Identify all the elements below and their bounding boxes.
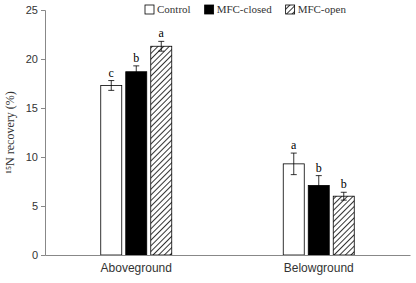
error-cap (341, 192, 347, 193)
significance-letter: b (133, 51, 139, 65)
significance-letter: c (109, 66, 114, 80)
y-tick-mark (41, 10, 45, 11)
x-axis-line (46, 255, 411, 256)
y-tick: 15 (26, 102, 45, 114)
error-line (343, 192, 344, 200)
y-tick-label: 10 (26, 151, 38, 163)
y-tick: 5 (32, 200, 45, 212)
x-tick-label: Belowground (284, 261, 354, 275)
error-cap (108, 80, 114, 81)
error-cap (133, 77, 139, 78)
y-tick-label: 5 (32, 200, 38, 212)
y-tick: 10 (26, 151, 45, 163)
error-line (293, 153, 294, 175)
legend-label: MFC-closed (217, 3, 273, 15)
legend-label: MFC-open (298, 3, 347, 15)
error-cap (158, 41, 164, 42)
y-tick-mark (41, 108, 45, 109)
error-bar (158, 41, 164, 51)
plot-area (101, 41, 355, 255)
error-cap (341, 200, 347, 201)
significance-letter: b (341, 177, 347, 191)
legend-swatch (145, 5, 154, 14)
legend-label: Control (157, 3, 191, 15)
error-cap (316, 175, 322, 176)
bar (101, 85, 122, 255)
x-tick-label: Aboveground (101, 261, 172, 275)
y-tick-mark (41, 59, 45, 60)
y-tick-mark (41, 206, 45, 207)
error-bar (316, 176, 322, 196)
y-tick-label: 25 (26, 4, 38, 16)
legend-swatch (205, 5, 214, 14)
bar (283, 164, 304, 255)
x-tick: Aboveground (101, 255, 172, 275)
y-axis-line (41, 11, 46, 256)
error-bar (108, 81, 114, 91)
y-tick-label: 20 (26, 53, 38, 65)
x-tick: Belowground (284, 255, 354, 275)
y-tick-mark (41, 157, 45, 158)
y-tick-label: 15 (26, 102, 38, 114)
y-axis: 0 5 10 15 20 25 (26, 4, 46, 261)
error-bar (133, 66, 139, 78)
y-axis-title: ¹⁵N recovery (%) (3, 91, 17, 173)
x-axis: Aboveground Belowground (46, 255, 411, 275)
chart: 0 5 10 15 20 25 Aboveground Belowground ¹⁵N reco… (0, 0, 416, 283)
error-cap (316, 195, 322, 196)
error-line (161, 41, 162, 51)
bar (333, 196, 354, 255)
error-line (111, 81, 112, 91)
bar (308, 185, 329, 255)
y-tick-label: 0 (32, 249, 38, 261)
significance-letter: a (159, 26, 165, 40)
error-line (136, 66, 137, 78)
significance-letter: a (291, 138, 297, 152)
error-bar (291, 153, 297, 175)
bar (126, 72, 147, 255)
error-cap (108, 90, 114, 91)
error-cap (291, 153, 297, 154)
legend: Control MFC-closed MFC-open (145, 3, 346, 15)
error-cap (158, 51, 164, 52)
legend-swatch (286, 5, 295, 14)
y-tick: 25 (26, 4, 45, 16)
y-tick: 20 (26, 53, 45, 65)
error-line (318, 176, 319, 196)
error-cap (133, 65, 139, 66)
letters: c a b b a b (109, 26, 347, 191)
y-tick-mark (41, 255, 45, 256)
y-tick: 0 (32, 249, 45, 261)
error-bar (341, 192, 347, 200)
bar (151, 46, 172, 255)
error-cap (291, 174, 297, 175)
significance-letter: b (316, 161, 322, 175)
